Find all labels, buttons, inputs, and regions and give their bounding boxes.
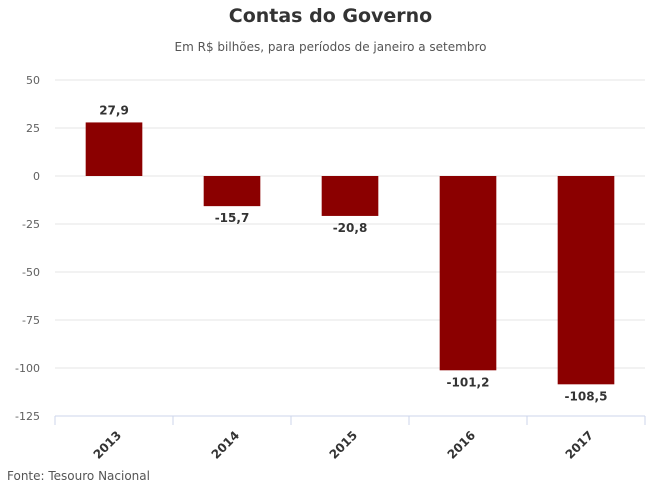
data-label: -101,2 [447,375,490,389]
x-tick-label: 2015 [327,428,361,462]
y-tick-label: 0 [33,170,40,183]
data-label: -15,7 [215,211,250,225]
bar-2014 [203,176,261,207]
bar-2016 [439,176,497,371]
bar-2013 [85,122,143,176]
chart-subtitle: Em R$ bilhões, para períodos de janeiro … [174,40,487,54]
data-label: 27,9 [99,103,129,117]
y-tick-label: 50 [26,74,40,87]
x-tick-label: 2016 [445,428,479,462]
y-tick-label: -25 [22,218,40,231]
y-tick-label: 25 [26,122,40,135]
data-label: -20,8 [333,221,368,235]
y-tick-label: -125 [15,410,40,423]
x-tick-label: 2013 [91,428,125,462]
data-label: -108,5 [565,389,608,403]
x-tick-label: 2017 [563,428,597,462]
y-tick-label: -100 [15,362,40,375]
x-tick-label: 2014 [209,428,243,462]
y-tick-label: -75 [22,314,40,327]
bar-2015 [321,176,379,216]
chart-title: Contas do Governo [228,5,433,27]
y-tick-label: -50 [22,266,40,279]
source-note: Fonte: Tesouro Nacional [7,469,150,483]
bar-2017 [557,176,615,385]
